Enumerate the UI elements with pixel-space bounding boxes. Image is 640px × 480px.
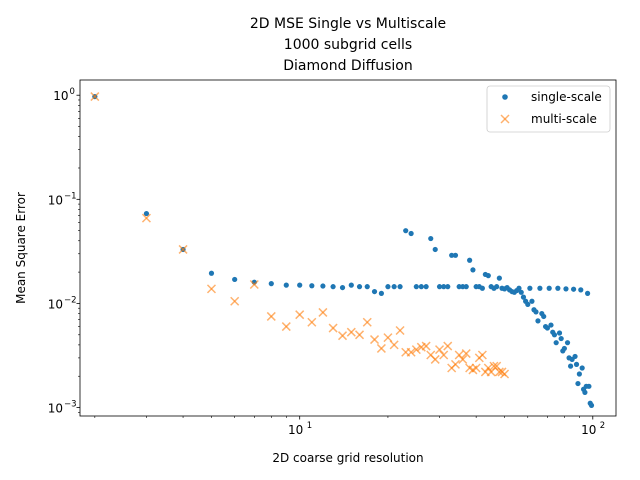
chart-title-line-2: 1000 subgrid cells bbox=[284, 37, 412, 53]
single-scale-point-92 bbox=[582, 390, 587, 395]
single-scale-point-76 bbox=[559, 336, 564, 341]
y-tick-exponent: −2 bbox=[64, 295, 77, 305]
single-scale-point-10 bbox=[320, 283, 325, 288]
single-scale-point-24 bbox=[419, 284, 424, 289]
single-scale-point-94 bbox=[585, 291, 590, 296]
y-tick-label: 10 bbox=[53, 89, 68, 103]
single-scale-point-82 bbox=[568, 364, 573, 369]
single-scale-point-22 bbox=[409, 231, 414, 236]
single-scale-point-69 bbox=[547, 286, 552, 291]
y-axis-label: Mean Square Error bbox=[14, 192, 28, 304]
single-scale-point-23 bbox=[414, 284, 419, 289]
single-scale-point-26 bbox=[428, 236, 433, 241]
y-tick-label: 10 bbox=[48, 402, 63, 416]
single-scale-point-37 bbox=[470, 267, 475, 272]
single-scale-point-80 bbox=[565, 340, 570, 345]
single-scale-point-58 bbox=[525, 302, 530, 307]
x-tick-exponent: 2 bbox=[600, 421, 605, 431]
x-tick-label: 10 bbox=[581, 423, 596, 437]
single-scale-point-62 bbox=[533, 309, 538, 314]
single-scale-point-90 bbox=[580, 365, 585, 370]
single-scale-point-3 bbox=[209, 271, 214, 276]
single-scale-point-13 bbox=[349, 283, 354, 288]
single-scale-point-15 bbox=[365, 284, 370, 289]
legend: single-scale multi-scale bbox=[487, 86, 610, 132]
single-scale-point-78 bbox=[562, 346, 567, 351]
single-scale-point-25 bbox=[424, 284, 429, 289]
single-scale-point-7 bbox=[284, 283, 289, 288]
single-scale-point-11 bbox=[330, 284, 335, 289]
x-axis-label: 2D coarse grid resolution bbox=[272, 451, 423, 465]
legend-single-scale-label: single-scale bbox=[531, 90, 602, 104]
y-tick-exponent: −3 bbox=[64, 400, 77, 410]
single-scale-point-74 bbox=[555, 286, 560, 291]
single-scale-point-20 bbox=[397, 284, 402, 289]
single-scale-point-70 bbox=[548, 322, 553, 327]
single-scale-point-14 bbox=[357, 284, 362, 289]
single-scale-point-85 bbox=[572, 354, 577, 359]
single-scale-point-4 bbox=[232, 277, 237, 282]
single-scale-point-40 bbox=[480, 286, 485, 291]
single-scale-point-73 bbox=[554, 340, 559, 345]
single-scale-point-88 bbox=[577, 371, 582, 376]
single-scale-point-12 bbox=[340, 285, 345, 290]
y-tick-exponent: −1 bbox=[64, 191, 77, 201]
single-scale-point-87 bbox=[575, 381, 580, 386]
single-scale-point-21 bbox=[403, 228, 408, 233]
single-scale-point-35 bbox=[464, 284, 469, 289]
single-scale-point-9 bbox=[309, 283, 314, 288]
chart-title-line-1: 2D MSE Single vs Multiscale bbox=[250, 16, 446, 32]
single-scale-point-45 bbox=[494, 284, 499, 289]
single-scale-point-59 bbox=[527, 286, 532, 291]
single-scale-point-79 bbox=[563, 286, 568, 291]
y-tick-label: 10 bbox=[48, 297, 63, 311]
single-scale-point-84 bbox=[571, 287, 576, 292]
single-scale-point-16 bbox=[372, 289, 377, 294]
single-scale-point-6 bbox=[269, 281, 274, 286]
single-scale-point-19 bbox=[392, 284, 397, 289]
single-scale-point-89 bbox=[578, 287, 583, 292]
single-scale-point-75 bbox=[557, 330, 562, 335]
single-scale-point-86 bbox=[574, 362, 579, 367]
single-scale-point-95 bbox=[586, 384, 591, 389]
single-scale-point-72 bbox=[552, 332, 557, 337]
legend-multi-scale-label: multi-scale bbox=[531, 112, 597, 126]
x-tick-label: 10 bbox=[288, 423, 303, 437]
y-tick-label: 10 bbox=[48, 193, 63, 207]
single-scale-point-60 bbox=[529, 299, 534, 304]
single-scale-point-17 bbox=[379, 291, 384, 296]
single-scale-point-30 bbox=[445, 284, 450, 289]
single-scale-point-32 bbox=[453, 253, 458, 258]
single-scale-point-66 bbox=[541, 314, 546, 319]
single-scale-point-42 bbox=[486, 273, 491, 278]
single-scale-point-18 bbox=[385, 284, 390, 289]
single-scale-point-46 bbox=[497, 276, 502, 281]
single-scale-point-27 bbox=[433, 247, 438, 252]
single-scale-point-97 bbox=[589, 403, 594, 408]
single-scale-point-64 bbox=[537, 286, 542, 291]
single-scale-point-8 bbox=[297, 283, 302, 288]
y-tick-exponent: 0 bbox=[70, 87, 75, 97]
chart-title-line-3: Diamond Diffusion bbox=[283, 58, 412, 74]
single-scale-point-63 bbox=[535, 318, 540, 323]
single-scale-point-36 bbox=[467, 258, 472, 263]
x-tick-exponent: 1 bbox=[307, 421, 312, 431]
legend-single-scale-marker bbox=[502, 94, 508, 100]
single-scale-point-55 bbox=[519, 290, 524, 295]
